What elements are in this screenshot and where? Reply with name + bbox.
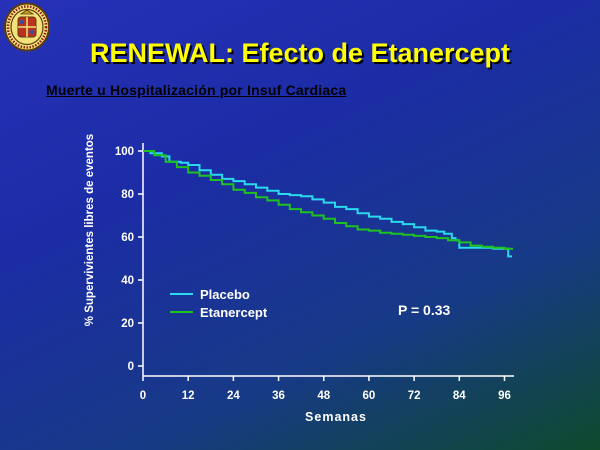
x-tick-label: 84 bbox=[453, 390, 466, 402]
x-tick-label: 12 bbox=[182, 390, 195, 402]
y-tick-label: 60 bbox=[121, 232, 134, 244]
x-tick-label: 36 bbox=[272, 390, 285, 402]
x-tick-label: 24 bbox=[227, 390, 240, 402]
x-tick-label: 96 bbox=[498, 390, 511, 402]
y-tick-label: 0 bbox=[128, 361, 134, 373]
y-tick-label: 40 bbox=[121, 275, 134, 287]
y-tick-label: 20 bbox=[121, 318, 134, 330]
y-tick-label: 100 bbox=[115, 146, 134, 158]
legend-label-placebo: Placebo bbox=[200, 287, 250, 302]
p-value-label: P = 0.33 bbox=[398, 302, 451, 318]
y-tick-label: 80 bbox=[121, 189, 134, 201]
university-seal-logo bbox=[4, 2, 50, 52]
slide-title: RENEWAL: Efecto de Etanercept bbox=[89, 38, 511, 68]
x-axis-label: Semanas bbox=[305, 410, 367, 424]
series-line-placebo bbox=[143, 150, 512, 258]
series-line-etanercept bbox=[143, 150, 513, 250]
x-tick-label: 60 bbox=[363, 390, 376, 402]
legend-label-etanercept: Etanercept bbox=[200, 305, 268, 320]
x-tick-label: 72 bbox=[408, 390, 421, 402]
x-tick-label: 0 bbox=[140, 390, 146, 402]
slide-subtitle: Muerte u Hospitalización por Insuf Cardi… bbox=[46, 82, 347, 98]
x-tick-label: 48 bbox=[317, 390, 330, 402]
